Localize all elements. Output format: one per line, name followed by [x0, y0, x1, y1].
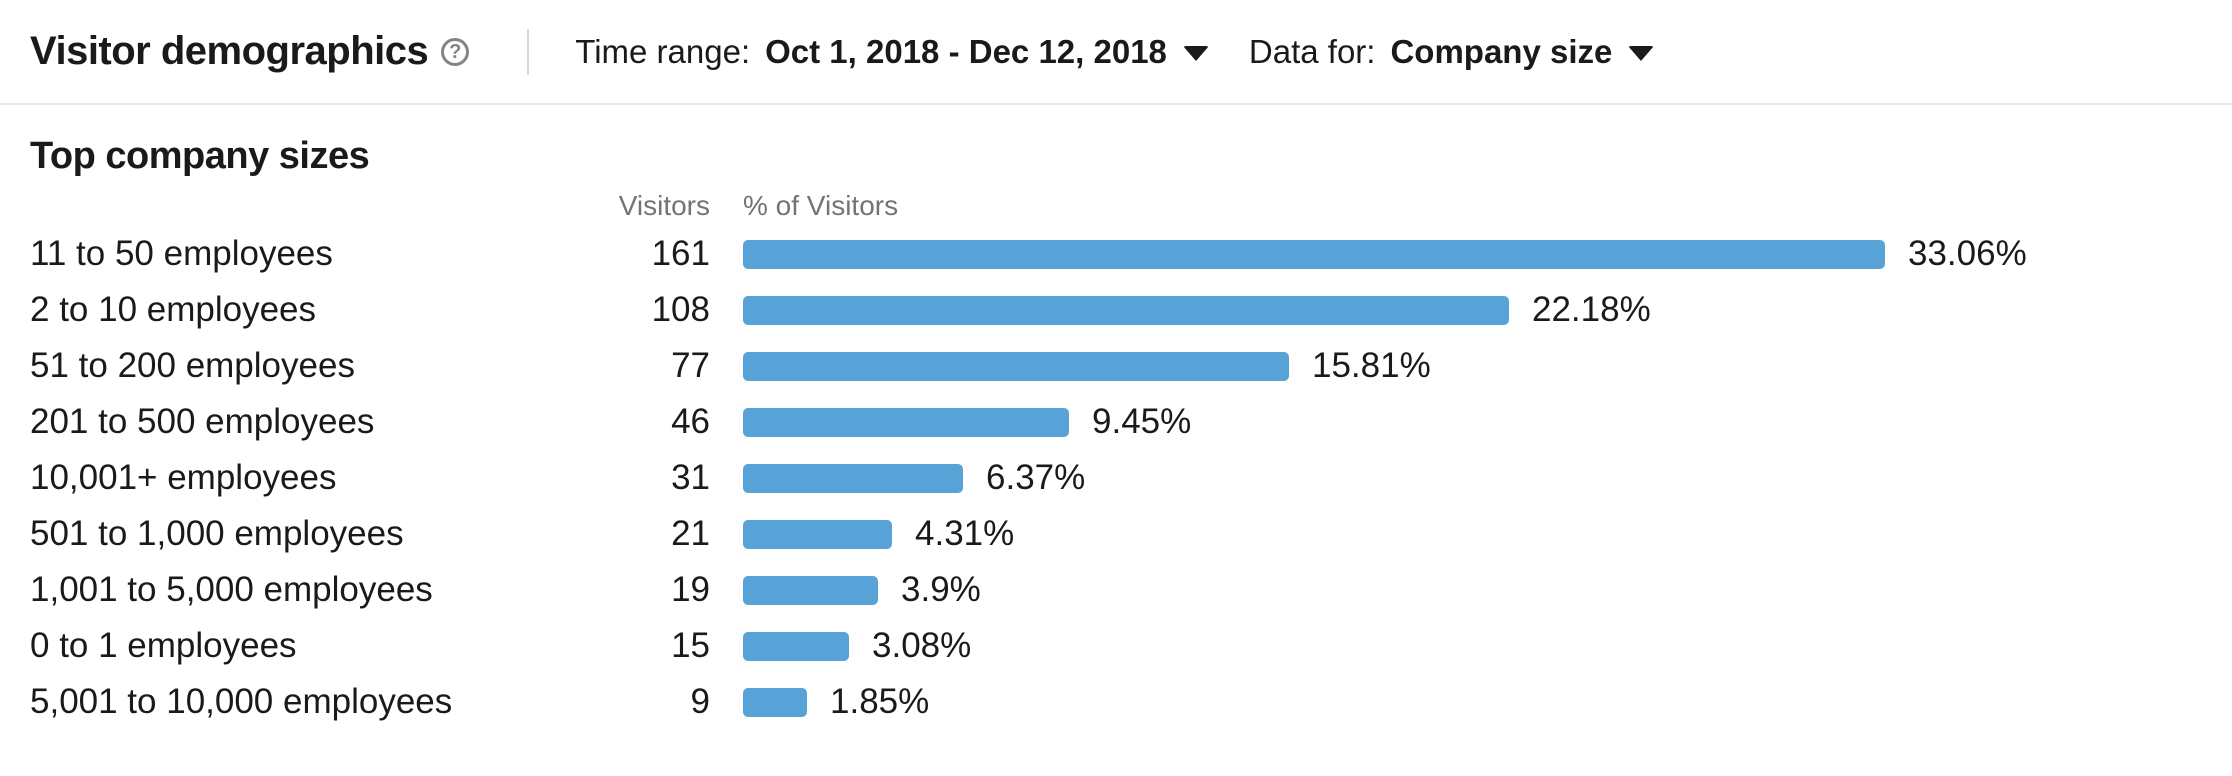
bar-cell: 6.37% — [743, 458, 1085, 498]
row-label: 2 to 10 employees — [30, 290, 317, 329]
bar — [743, 519, 892, 549]
column-headers: Visitors % of Visitors — [30, 190, 2232, 222]
time-range-dropdown[interactable]: Time range: Oct 1, 2018 - Dec 12, 2018 — [575, 33, 1209, 71]
row-percent: 6.37% — [986, 458, 1086, 497]
row-percent: 33.06% — [1908, 234, 2027, 273]
bar — [743, 351, 1289, 381]
section-title: Top company sizes — [30, 135, 370, 177]
row-visitors-count: 46 — [671, 402, 710, 441]
bar-cell: 33.06% — [743, 234, 2027, 274]
row-percent: 1.85% — [830, 682, 930, 721]
table-row: 201 to 500 employees 46 9.45% — [30, 394, 2232, 450]
row-percent: 3.08% — [872, 626, 972, 665]
data-for-dropdown[interactable]: Data for: Company size — [1248, 32, 1655, 71]
bar-cell: 22.18% — [743, 290, 1651, 330]
row-visitors-count: 77 — [671, 346, 710, 385]
row-percent: 3.9% — [901, 570, 981, 609]
bar-cell: 15.81% — [743, 346, 1431, 386]
row-label: 5,001 to 10,000 employees — [30, 682, 453, 721]
row-percent: 4.31% — [915, 514, 1015, 553]
row-visitors-count: 19 — [671, 570, 710, 609]
row-percent: 15.81% — [1312, 346, 1431, 385]
table-row: 5,001 to 10,000 employees 9 1.85% — [30, 674, 2232, 730]
row-label: 0 to 1 employees — [30, 626, 297, 665]
bar-cell: 3.9% — [743, 570, 981, 610]
bar — [743, 687, 807, 717]
row-label: 201 to 500 employees — [30, 402, 375, 441]
row-visitors-count: 108 — [651, 290, 710, 329]
table-row: 51 to 200 employees 77 15.81% — [30, 338, 2232, 394]
chevron-down-icon — [1182, 46, 1209, 61]
column-header-percent: % of Visitors — [743, 190, 899, 221]
bar-cell: 1.85% — [743, 682, 929, 722]
data-for-value: Company size — [1390, 32, 1613, 70]
chevron-down-icon — [1628, 46, 1655, 61]
help-icon[interactable]: ? — [441, 37, 470, 66]
bar-cell: 3.08% — [743, 626, 971, 666]
header-divider — [527, 28, 530, 75]
row-visitors-count: 161 — [651, 234, 710, 273]
chart-section: Top company sizes Visitors % of Visitors… — [0, 135, 2232, 730]
bar — [743, 463, 963, 493]
row-visitors-count: 15 — [671, 626, 710, 665]
bar-cell: 4.31% — [743, 514, 1014, 554]
table-row: 2 to 10 employees 108 22.18% — [30, 282, 2232, 338]
row-visitors-count: 9 — [690, 682, 710, 721]
table-row: 10,001+ employees 31 6.37% — [30, 450, 2232, 506]
row-percent: 22.18% — [1532, 290, 1651, 329]
bar — [743, 407, 1069, 437]
time-range-label: Time range: — [575, 32, 751, 70]
panel-header: Visitor demographics ? Time range: Oct 1… — [0, 0, 2232, 105]
row-label: 1,001 to 5,000 employees — [30, 570, 433, 609]
row-percent: 9.45% — [1092, 402, 1192, 441]
time-range-value: Oct 1, 2018 - Dec 12, 2018 — [765, 32, 1167, 70]
bar — [743, 239, 1885, 269]
bar — [743, 631, 849, 661]
bar — [743, 575, 878, 605]
table-row: 501 to 1,000 employees 21 4.31% — [30, 506, 2232, 562]
row-visitors-count: 31 — [671, 458, 710, 497]
table-row: 11 to 50 employees 161 33.06% — [30, 226, 2232, 282]
column-header-visitors: Visitors — [618, 190, 710, 221]
bar — [743, 295, 1509, 325]
bar-chart: 11 to 50 employees 161 33.06% 2 to 10 emplo… — [30, 226, 2232, 730]
row-label: 51 to 200 employees — [30, 346, 355, 385]
bar-cell: 9.45% — [743, 402, 1191, 442]
row-label: 501 to 1,000 employees — [30, 514, 404, 553]
table-row: 0 to 1 employees 15 3.08% — [30, 618, 2232, 674]
row-label: 10,001+ employees — [30, 458, 337, 497]
data-for-label: Data for: — [1248, 32, 1376, 70]
row-visitors-count: 21 — [671, 514, 710, 553]
table-row: 1,001 to 5,000 employees 19 3.9% — [30, 562, 2232, 618]
panel-title: Visitor demographics — [30, 29, 429, 73]
row-label: 11 to 50 employees — [30, 234, 333, 273]
